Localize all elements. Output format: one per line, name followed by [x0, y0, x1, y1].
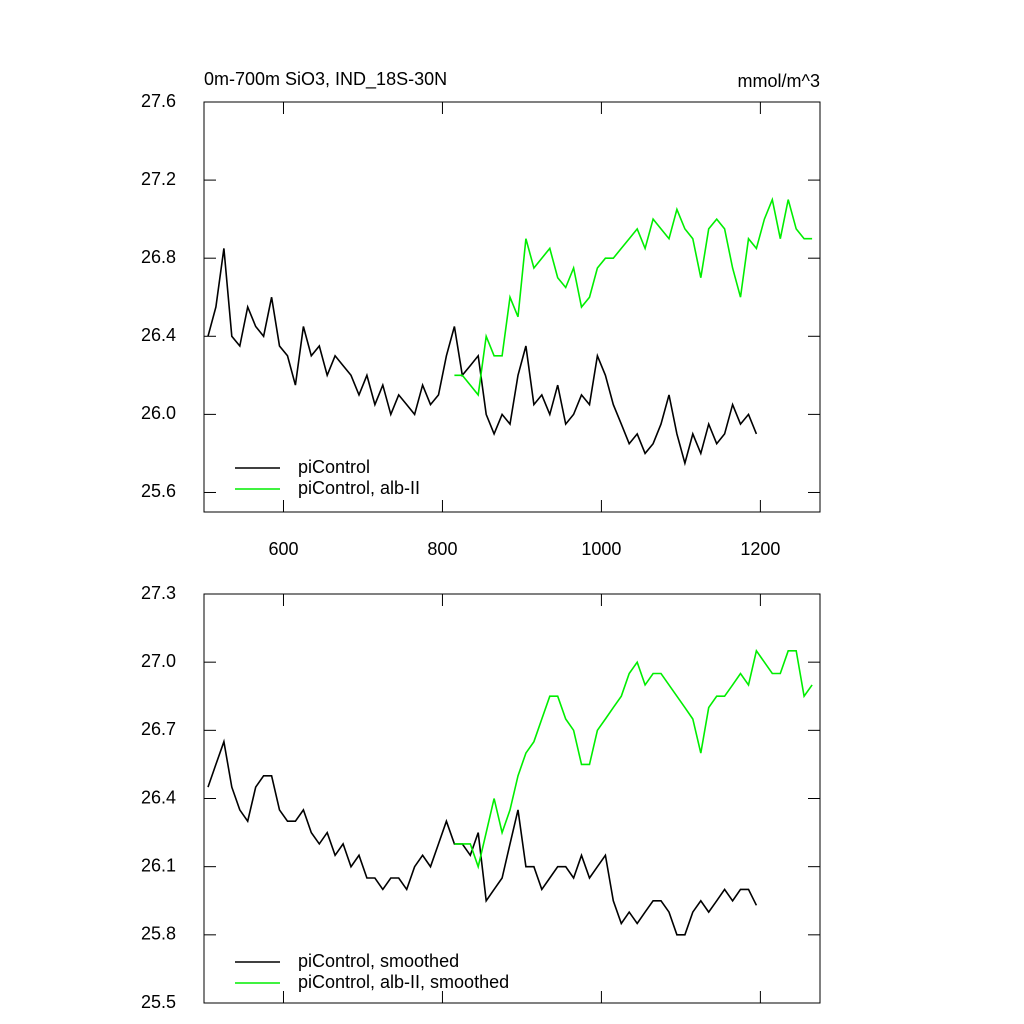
y-tick-label: 26.8: [141, 247, 176, 267]
y-tick-label: 26.7: [141, 719, 176, 739]
chart-title: 0m-700m SiO3, IND_18S-30N: [204, 69, 447, 90]
y-tick-label: 25.6: [141, 481, 176, 501]
y-tick-label: 25.8: [141, 924, 176, 944]
x-tick-label: 1200: [740, 539, 780, 559]
y-tick-label: 26.4: [141, 787, 176, 807]
x-tick-label: 600: [268, 539, 298, 559]
legend-label: piControl, alb-II: [298, 478, 420, 498]
plot-frame: [203, 101, 821, 513]
x-tick-label: 1000: [581, 539, 621, 559]
y-tick-label: 27.6: [141, 91, 176, 111]
legend-label: piControl, smoothed: [298, 951, 459, 971]
y-tick-label: 26.0: [141, 403, 176, 423]
x-tick-label: 800: [427, 539, 457, 559]
legend-label: piControl, alb-II, smoothed: [298, 972, 509, 992]
y-tick-label: 27.3: [141, 583, 176, 603]
legend-label: piControl: [298, 457, 370, 477]
y-tick-label: 27.2: [141, 169, 176, 189]
line-series: [454, 648, 813, 870]
line-series: [207, 248, 758, 467]
y-tick-label: 27.0: [141, 651, 176, 671]
line-series: [207, 738, 758, 936]
y-tick-label: 25.5: [141, 992, 176, 1012]
line-series: [454, 196, 813, 397]
y-tick-label: 26.4: [141, 325, 176, 345]
y-tick-label: 26.1: [141, 855, 176, 875]
y-units: mmol/m^3: [738, 71, 820, 91]
